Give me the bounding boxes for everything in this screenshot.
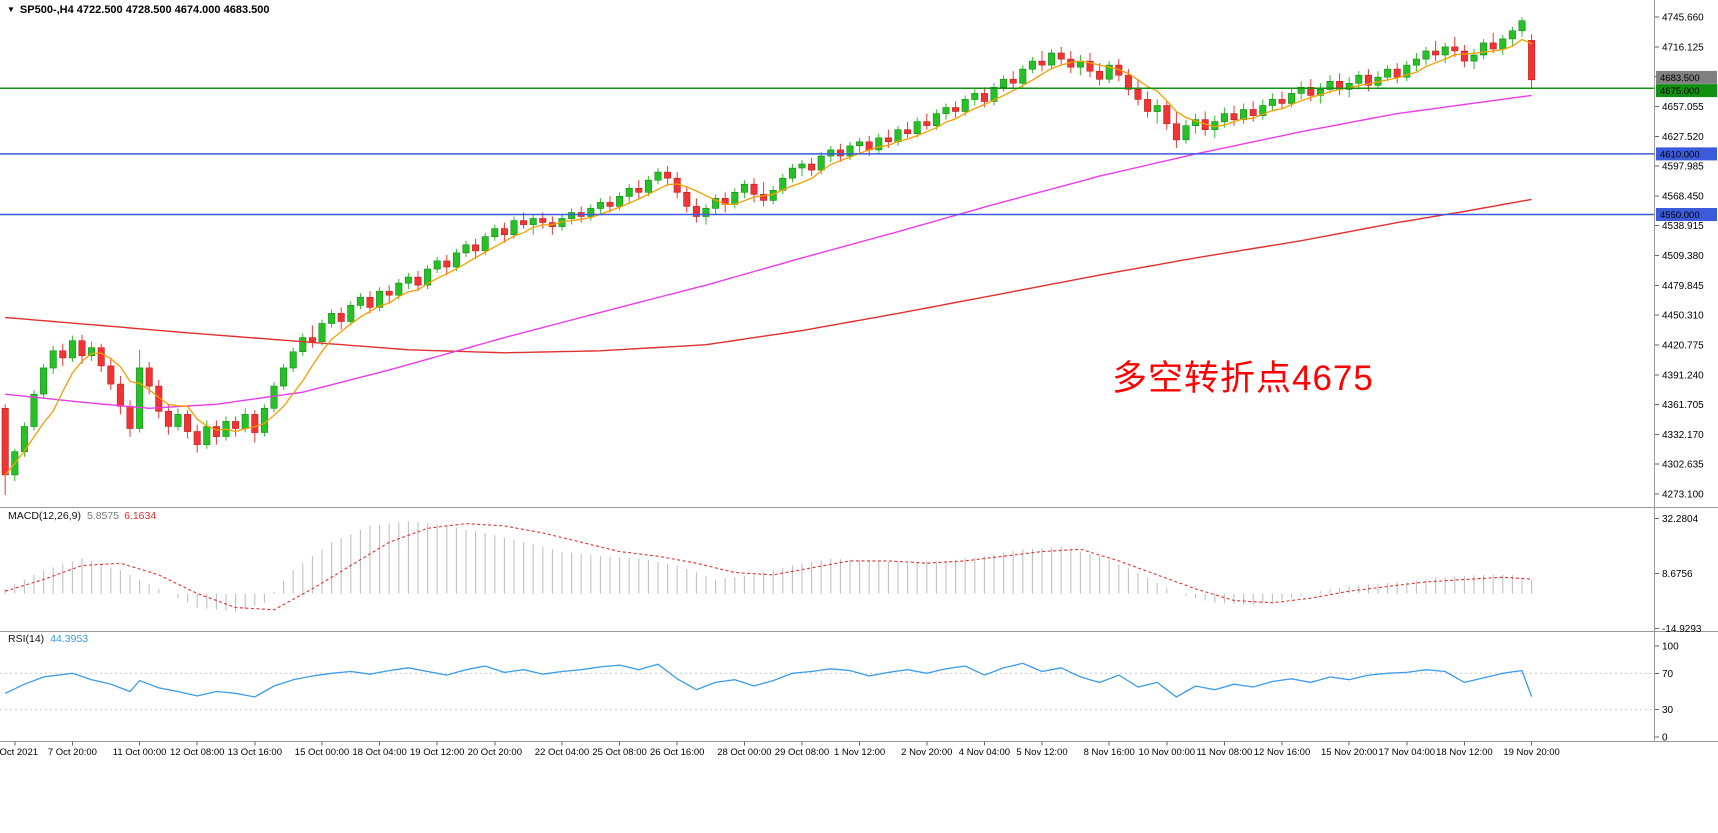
- svg-text:22 Oct 04:00: 22 Oct 04:00: [535, 747, 589, 758]
- svg-text:7 Oct 20:00: 7 Oct 20:00: [48, 747, 97, 758]
- svg-text:4597.985: 4597.985: [1662, 162, 1704, 173]
- svg-text:4550.000: 4550.000: [1660, 210, 1700, 221]
- macd-pane[interactable]: [4, 521, 1533, 613]
- price-axis[interactable]: 4745.6604716.1254686.5904657.0554627.520…: [0, 0, 1718, 744]
- svg-text:19 Nov 20:00: 19 Nov 20:00: [1503, 747, 1560, 758]
- macd-value-main: 5.8575: [86, 510, 120, 522]
- svg-text:4391.240: 4391.240: [1662, 370, 1704, 381]
- symbol-ohlc-title: SP500-,H4 4722.500 4728.500 4674.000 468…: [19, 4, 270, 16]
- svg-text:19 Oct 12:00: 19 Oct 12:00: [410, 747, 464, 758]
- svg-text:4683.500: 4683.500: [1660, 73, 1700, 84]
- svg-text:4716.125: 4716.125: [1662, 42, 1704, 53]
- svg-text:4568.450: 4568.450: [1662, 191, 1704, 202]
- macd-value-signal: 6.1634: [124, 510, 157, 522]
- svg-text:4 Nov 04:00: 4 Nov 04:00: [959, 747, 1010, 758]
- svg-text:2 Nov 20:00: 2 Nov 20:00: [901, 747, 952, 758]
- svg-text:4538.915: 4538.915: [1662, 221, 1704, 232]
- svg-text:-14.9293: -14.9293: [1662, 624, 1702, 635]
- svg-text:4657.055: 4657.055: [1662, 102, 1704, 113]
- svg-text:4332.170: 4332.170: [1662, 430, 1704, 441]
- macd-label: MACD(12,26,9) 5.8575 6.1634: [8, 510, 156, 522]
- svg-text:4302.635: 4302.635: [1662, 460, 1704, 471]
- svg-text:12 Nov 16:00: 12 Nov 16:00: [1254, 747, 1311, 758]
- svg-text:4745.660: 4745.660: [1662, 13, 1704, 24]
- rsi-label: RSI(14) 44.3953: [8, 633, 88, 645]
- svg-text:17 Nov 04:00: 17 Nov 04:00: [1379, 747, 1436, 758]
- svg-text:4675.000: 4675.000: [1660, 86, 1700, 97]
- svg-text:28 Oct 00:00: 28 Oct 00:00: [717, 747, 771, 758]
- annotation-text[interactable]: 多空转折点4675: [1112, 359, 1374, 398]
- svg-text:26 Oct 16:00: 26 Oct 16:00: [650, 747, 704, 758]
- main-price-pane[interactable]: [0, 17, 1655, 496]
- svg-text:8.6756: 8.6756: [1662, 569, 1693, 580]
- svg-text:4627.520: 4627.520: [1662, 132, 1704, 143]
- svg-text:29 Oct 08:00: 29 Oct 08:00: [775, 747, 829, 758]
- rsi-name: RSI(14): [8, 633, 45, 645]
- svg-text:13 Oct 16:00: 13 Oct 16:00: [228, 747, 282, 758]
- svg-text:15 Nov 20:00: 15 Nov 20:00: [1321, 747, 1378, 758]
- svg-text:4273.100: 4273.100: [1662, 490, 1704, 501]
- svg-text:4450.310: 4450.310: [1662, 311, 1704, 322]
- svg-text:18 Oct 04:00: 18 Oct 04:00: [352, 747, 406, 758]
- svg-text:4610.000: 4610.000: [1660, 149, 1700, 160]
- svg-text:70: 70: [1662, 669, 1674, 680]
- svg-text:11 Oct 00:00: 11 Oct 00:00: [113, 747, 167, 758]
- svg-text:4420.775: 4420.775: [1662, 340, 1704, 351]
- svg-text:5 Nov 12:00: 5 Nov 12:00: [1016, 747, 1067, 758]
- svg-text:25 Oct 08:00: 25 Oct 08:00: [592, 747, 646, 758]
- svg-text:100: 100: [1662, 642, 1679, 653]
- svg-text:11 Nov 08:00: 11 Nov 08:00: [1196, 747, 1252, 758]
- svg-text:18 Nov 12:00: 18 Nov 12:00: [1436, 747, 1493, 758]
- svg-text:1 Nov 12:00: 1 Nov 12:00: [834, 747, 885, 758]
- macd-name: MACD(12,26,9): [8, 510, 81, 522]
- svg-text:8 Nov 16:00: 8 Nov 16:00: [1084, 747, 1135, 758]
- svg-text:0: 0: [1662, 733, 1668, 744]
- svg-text:15 Oct 00:00: 15 Oct 00:00: [295, 747, 349, 758]
- svg-text:30: 30: [1662, 705, 1674, 716]
- svg-text:4479.845: 4479.845: [1662, 281, 1704, 292]
- svg-text:4361.705: 4361.705: [1662, 400, 1704, 411]
- svg-text:12 Oct 08:00: 12 Oct 08:00: [170, 747, 224, 758]
- rsi-pane[interactable]: [0, 662, 1655, 711]
- svg-text:20 Oct 20:00: 20 Oct 20:00: [468, 747, 522, 758]
- svg-text:32.2804: 32.2804: [1662, 514, 1699, 525]
- chart-marker-icon: ▼: [7, 5, 15, 14]
- svg-text:4509.380: 4509.380: [1662, 251, 1704, 262]
- rsi-value: 44.3953: [50, 633, 89, 645]
- chart-title: ▼ SP500-,H4 4722.500 4728.500 4674.000 46…: [7, 4, 269, 16]
- svg-text:10 Nov 00:00: 10 Nov 00:00: [1139, 747, 1196, 758]
- svg-text:6 Oct 2021: 6 Oct 2021: [0, 747, 38, 758]
